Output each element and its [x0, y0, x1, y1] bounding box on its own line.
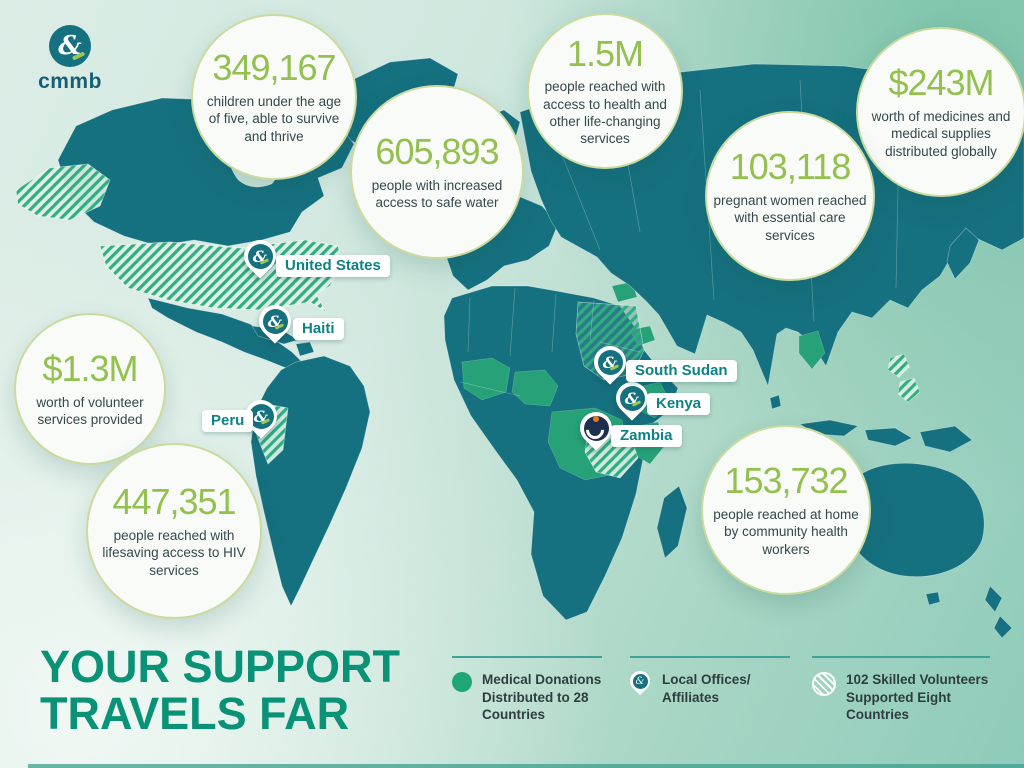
orange-dot-icon: [593, 416, 599, 422]
map-pin-haiti: &: [252, 298, 298, 344]
cmmb-logotype: cmmb: [38, 70, 102, 93]
map-madagascar: [656, 485, 688, 559]
map-hispaniola: [295, 341, 315, 357]
stat-label: people with increased access to safe wat…: [371, 177, 503, 210]
map-japan: [946, 227, 980, 280]
stat-bubble-safe-water: 605,893 people with increased access to …: [350, 85, 524, 259]
map-pin-zambia: [573, 405, 619, 451]
map-tasmania: [925, 591, 941, 606]
legend-divider: [452, 656, 602, 658]
stat-bubble-hiv-services: 447,351 people reached with lifesaving a…: [86, 443, 262, 619]
map-pin-south-sudan: &: [587, 339, 633, 385]
legend-divider: [812, 656, 990, 658]
title-line-2: TRAVELS FAR: [40, 687, 350, 739]
cmmb-logo: & cmmb: [30, 25, 110, 94]
map-philippines-hatched: [887, 353, 921, 403]
legend-divider: [630, 656, 790, 658]
stat-value: $1.3M: [42, 347, 138, 389]
stat-label: worth of volunteer services provided: [36, 394, 144, 427]
skilled-volunteers-hatched-circle-icon: [812, 672, 836, 696]
medical-donations-circle-icon: [452, 672, 472, 692]
legend-item-skilled-volunteers: 102 Skilled Volunteers Supported Eight C…: [812, 656, 990, 724]
map-se-asia-green: [798, 330, 826, 370]
pin-label-south-sudan: South Sudan: [626, 360, 737, 382]
map-new-zealand: [984, 585, 1013, 639]
stat-label: worth of medicines and medical supplies …: [871, 109, 1011, 159]
cmmb-mark-icon: &: [619, 385, 645, 411]
map-pin-united-states: &: [237, 233, 283, 279]
stat-value: 605,893: [375, 130, 499, 172]
stat-bubble-children: 349,167 children under the age of five, …: [191, 14, 357, 180]
cmmb-mark-icon: &: [247, 243, 273, 269]
pin-label-kenya: Kenya: [647, 393, 711, 415]
stat-value: 1.5M: [566, 32, 644, 74]
stat-label: children under the age of five, able to …: [206, 94, 342, 144]
map-sri-lanka: [769, 394, 782, 410]
legend-label: 102 Skilled Volunteers Supported Eight C…: [846, 672, 989, 723]
map-indonesia: [799, 419, 973, 453]
pin-label-haiti: Haiti: [293, 318, 344, 340]
stat-label: people reached with access to health and…: [543, 79, 667, 147]
stat-label: people reached with lifesaving access to…: [102, 528, 246, 578]
cmmb-mark-icon: &: [632, 673, 648, 689]
map-nigeria-green: [511, 369, 559, 407]
cmmb-mark-icon: &: [49, 25, 91, 67]
ampersand-glyph: &: [58, 31, 82, 61]
legend-item-local-offices: & Local Offices/ Affiliates: [625, 656, 790, 706]
cmmb-mark-icon: &: [262, 308, 288, 334]
pin-label-united-states: United States: [276, 255, 390, 277]
stat-bubble-volunteer-services: $1.3M worth of volunteer services provid…: [14, 313, 166, 465]
title-line-1: YOUR SUPPORT: [40, 641, 401, 692]
stat-value: 447,351: [112, 481, 236, 523]
stat-bubble-pregnant-women: 103,118 pregnant women reached with esse…: [705, 111, 875, 281]
pin-label-peru: Peru: [202, 410, 254, 432]
stat-bubble-community-health: 153,732 people reached at home by commun…: [701, 425, 871, 595]
stat-label: people reached at home by community heal…: [713, 507, 859, 557]
page-title: YOUR SUPPORT TRAVELS FAR: [40, 641, 401, 739]
map-levant-green: [611, 281, 638, 303]
legend-item-medical-donations: Medical Donations Distributed to 28 Coun…: [452, 656, 602, 724]
map-pin-kenya: &: [609, 375, 655, 421]
map-west-africa-green: [461, 357, 511, 401]
stat-label: pregnant women reached with essential ca…: [713, 193, 867, 243]
stat-value: 153,732: [724, 460, 848, 502]
stat-value: $243M: [888, 62, 994, 104]
map-south-america: [250, 355, 371, 607]
local-office-pin-icon: &: [625, 666, 655, 697]
stat-value: 103,118: [729, 146, 851, 188]
cmmb-mark-icon: &: [597, 349, 623, 375]
legend-label: Local Offices/ Affiliates: [662, 672, 751, 705]
bottom-accent-bar: [28, 764, 1024, 768]
stat-bubble-health-services: 1.5M people reached with access to healt…: [527, 13, 683, 169]
map-alaska-hatched: [15, 163, 111, 221]
stat-value: 349,167: [212, 47, 336, 89]
legend-label: Medical Donations Distributed to 28 Coun…: [482, 672, 602, 723]
pin-label-zambia: Zambia: [611, 425, 682, 447]
stat-bubble-medicines: $243M worth of medicines and medical sup…: [856, 27, 1024, 197]
